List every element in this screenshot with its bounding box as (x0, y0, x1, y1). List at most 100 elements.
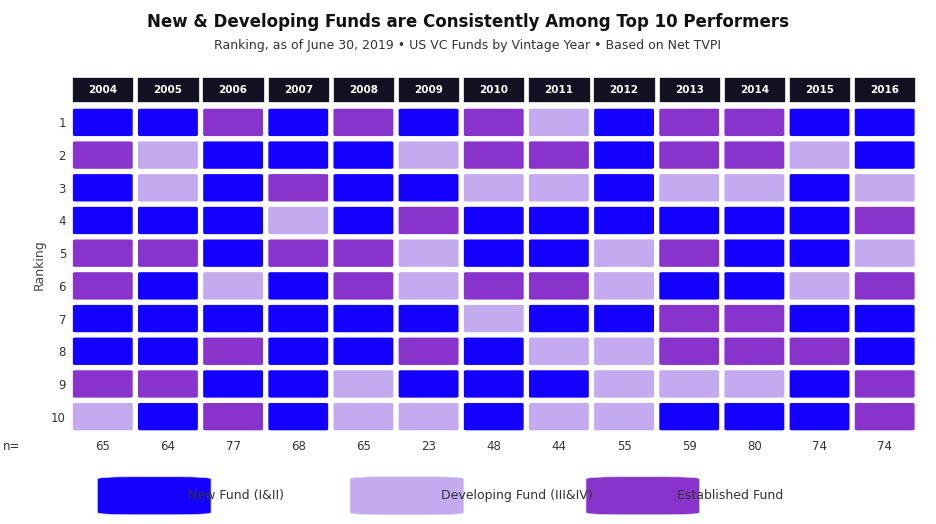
FancyBboxPatch shape (138, 271, 198, 300)
FancyBboxPatch shape (854, 77, 915, 102)
FancyBboxPatch shape (268, 304, 329, 333)
FancyBboxPatch shape (463, 271, 524, 300)
FancyBboxPatch shape (72, 271, 134, 300)
Text: 2006: 2006 (219, 85, 248, 95)
Text: 2010: 2010 (479, 85, 508, 95)
FancyBboxPatch shape (724, 239, 785, 268)
FancyBboxPatch shape (268, 108, 329, 137)
FancyBboxPatch shape (659, 77, 720, 102)
Text: 59: 59 (681, 440, 696, 453)
Text: Ranking, as of June 30, 2019 • US VC Funds by Vintage Year • Based on Net TVPI: Ranking, as of June 30, 2019 • US VC Fun… (214, 39, 722, 52)
Text: 2008: 2008 (349, 85, 378, 95)
FancyBboxPatch shape (528, 173, 590, 202)
FancyBboxPatch shape (398, 239, 460, 268)
FancyBboxPatch shape (463, 77, 524, 102)
Text: 2009: 2009 (414, 85, 443, 95)
FancyBboxPatch shape (268, 337, 329, 366)
FancyBboxPatch shape (268, 206, 329, 235)
FancyBboxPatch shape (72, 402, 134, 431)
FancyBboxPatch shape (72, 239, 134, 268)
FancyBboxPatch shape (593, 108, 654, 137)
FancyBboxPatch shape (463, 206, 524, 235)
Text: 2013: 2013 (675, 85, 704, 95)
FancyBboxPatch shape (202, 173, 264, 202)
FancyBboxPatch shape (333, 304, 394, 333)
FancyBboxPatch shape (398, 271, 460, 300)
Text: 68: 68 (291, 440, 306, 453)
FancyBboxPatch shape (593, 206, 654, 235)
FancyBboxPatch shape (333, 206, 394, 235)
FancyBboxPatch shape (138, 369, 198, 398)
FancyBboxPatch shape (789, 304, 850, 333)
FancyBboxPatch shape (463, 173, 524, 202)
FancyBboxPatch shape (398, 77, 460, 102)
FancyBboxPatch shape (593, 271, 654, 300)
FancyBboxPatch shape (72, 369, 134, 398)
FancyBboxPatch shape (138, 108, 198, 137)
FancyBboxPatch shape (593, 77, 654, 102)
FancyBboxPatch shape (659, 337, 720, 366)
FancyBboxPatch shape (268, 369, 329, 398)
FancyBboxPatch shape (724, 77, 785, 102)
FancyBboxPatch shape (528, 369, 590, 398)
FancyBboxPatch shape (789, 173, 850, 202)
Text: New & Developing Funds are Consistently Among Top 10 Performers: New & Developing Funds are Consistently … (147, 13, 789, 31)
FancyBboxPatch shape (659, 108, 720, 137)
FancyBboxPatch shape (398, 402, 460, 431)
FancyBboxPatch shape (268, 402, 329, 431)
FancyBboxPatch shape (854, 173, 915, 202)
Y-axis label: Ranking: Ranking (33, 239, 46, 290)
Text: 2004: 2004 (88, 85, 117, 95)
FancyBboxPatch shape (202, 271, 264, 300)
FancyBboxPatch shape (463, 304, 524, 333)
FancyBboxPatch shape (463, 402, 524, 431)
FancyBboxPatch shape (333, 141, 394, 169)
FancyBboxPatch shape (333, 239, 394, 268)
FancyBboxPatch shape (72, 77, 134, 102)
FancyBboxPatch shape (659, 206, 720, 235)
FancyBboxPatch shape (854, 108, 915, 137)
FancyBboxPatch shape (202, 239, 264, 268)
FancyBboxPatch shape (268, 239, 329, 268)
FancyBboxPatch shape (528, 108, 590, 137)
Text: 2007: 2007 (284, 85, 313, 95)
FancyBboxPatch shape (398, 206, 460, 235)
FancyBboxPatch shape (659, 304, 720, 333)
FancyBboxPatch shape (268, 77, 329, 102)
FancyBboxPatch shape (398, 304, 460, 333)
FancyBboxPatch shape (789, 369, 850, 398)
FancyBboxPatch shape (138, 77, 198, 102)
FancyBboxPatch shape (724, 108, 785, 137)
FancyBboxPatch shape (350, 477, 464, 515)
Text: 2014: 2014 (739, 85, 769, 95)
FancyBboxPatch shape (528, 304, 590, 333)
FancyBboxPatch shape (72, 108, 134, 137)
Text: 2005: 2005 (154, 85, 183, 95)
FancyBboxPatch shape (659, 369, 720, 398)
FancyBboxPatch shape (528, 239, 590, 268)
FancyBboxPatch shape (724, 402, 785, 431)
FancyBboxPatch shape (789, 206, 850, 235)
FancyBboxPatch shape (724, 141, 785, 169)
FancyBboxPatch shape (593, 337, 654, 366)
FancyBboxPatch shape (724, 173, 785, 202)
FancyBboxPatch shape (724, 304, 785, 333)
Text: n=: n= (3, 440, 21, 453)
Text: 65: 65 (356, 440, 371, 453)
FancyBboxPatch shape (789, 77, 850, 102)
FancyBboxPatch shape (724, 337, 785, 366)
FancyBboxPatch shape (528, 271, 590, 300)
Text: 2016: 2016 (870, 85, 899, 95)
FancyBboxPatch shape (138, 141, 198, 169)
Text: 2015: 2015 (805, 85, 834, 95)
FancyBboxPatch shape (789, 271, 850, 300)
FancyBboxPatch shape (333, 108, 394, 137)
Text: 77: 77 (226, 440, 241, 453)
Text: 74: 74 (877, 440, 892, 453)
FancyBboxPatch shape (202, 108, 264, 137)
FancyBboxPatch shape (659, 402, 720, 431)
FancyBboxPatch shape (398, 173, 460, 202)
FancyBboxPatch shape (138, 402, 198, 431)
Text: 64: 64 (160, 440, 175, 453)
FancyBboxPatch shape (463, 239, 524, 268)
